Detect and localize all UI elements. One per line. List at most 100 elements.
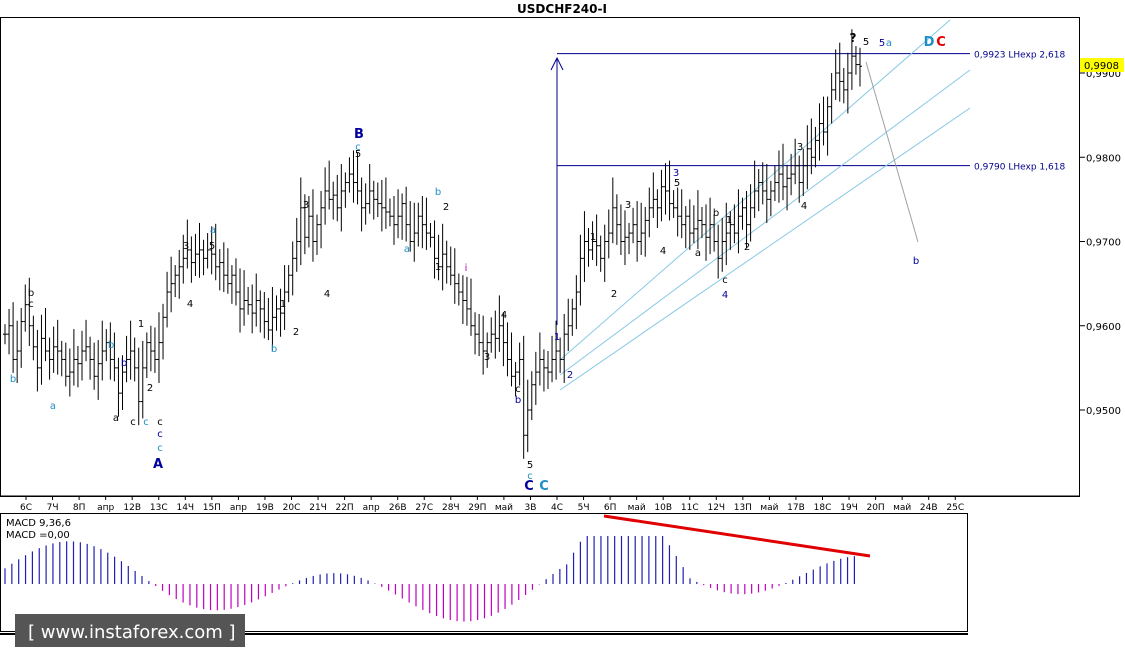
wave-label: 1	[590, 232, 596, 243]
wave-label: 5	[527, 460, 533, 471]
wave-label: c	[143, 417, 149, 428]
projection-line	[865, 61, 919, 243]
time-tick-label: 19Ч	[840, 503, 858, 513]
time-tick-label: 19В	[256, 503, 274, 513]
time-tick-label: 3В	[524, 503, 536, 513]
time-tick-label: 8П	[73, 503, 86, 513]
wave-label: a	[50, 401, 56, 412]
macd-label: MACD 9,36,6	[6, 518, 71, 529]
wave-label: 4	[722, 290, 728, 301]
wave-label: 3	[484, 352, 490, 363]
wave-label: a	[695, 248, 701, 259]
wave-label: c	[527, 471, 533, 482]
time-tick-label: 17В	[787, 503, 805, 513]
wave-label: b	[913, 256, 919, 267]
time-tick-label: 12В	[123, 503, 141, 513]
price-tick-label: 0,9800	[1086, 153, 1121, 164]
wave-label: c	[355, 142, 361, 153]
time-tick-label: 13C	[150, 503, 168, 513]
wave-label: c	[130, 417, 136, 428]
wave-label: 5	[879, 38, 885, 49]
time-tick-label: 13П	[734, 503, 752, 513]
wave-label: 2	[611, 289, 617, 300]
wave-label: 2	[147, 383, 153, 394]
wave-label: 2	[744, 242, 750, 253]
wave-label: 3	[673, 168, 679, 179]
time-tick-label: 18C	[814, 503, 832, 513]
wave-label: b	[271, 344, 277, 355]
wave-label: b	[28, 288, 34, 299]
wave-label: 1	[726, 215, 732, 226]
wave-label: 5	[355, 149, 361, 160]
wave-label: a	[113, 413, 119, 424]
chart-title: USDCHF240-I	[517, 2, 607, 16]
wave-label: b	[515, 395, 521, 406]
wave-label: 3	[797, 142, 803, 153]
time-tick-label: 28Ч	[442, 503, 460, 513]
time-tick-label: 5Ч	[578, 503, 590, 513]
wave-label: 5	[674, 178, 680, 189]
time-tick-label: 14Ч	[176, 503, 194, 513]
time-axis: 6C 7Ч 8П апр 12В 13C 14Ч 15П апр 19В 20C 21Ч 22П апр 2…	[20, 496, 964, 513]
wave-label: c	[157, 429, 163, 440]
wave-label: b	[108, 340, 114, 351]
watermark-bg	[15, 614, 245, 647]
fib-level-label: 0,9790 LНexp 1,618	[974, 163, 1065, 173]
wave-label: 2	[567, 370, 573, 381]
wave-label: 5	[863, 37, 869, 48]
wave-label: a	[404, 244, 410, 255]
wave-label: 4	[801, 201, 807, 212]
wave-label: 1	[138, 319, 144, 330]
time-tick-label: 12Ч	[707, 503, 725, 513]
fibonacci-levels: 0,9923 LНexp 2,618 0,9790 LНexp 1,618	[550, 51, 1065, 325]
price-tick-label: 0,9700	[1086, 238, 1121, 249]
price-tick-label: 0,9500	[1086, 406, 1121, 417]
time-tick-label: апр	[230, 503, 247, 513]
time-tick-label: 21Ч	[309, 503, 327, 513]
wave-label: a	[886, 38, 892, 49]
wave-label: a	[210, 225, 216, 236]
wave-label: c	[722, 275, 728, 286]
time-tick-label: апр	[97, 503, 114, 513]
time-tick-label: 6П	[604, 503, 617, 513]
arrow-head-icon	[550, 56, 564, 71]
wave-label: c	[157, 443, 163, 454]
wave-label: b	[121, 358, 127, 369]
time-tick-label: 15П	[203, 503, 221, 513]
price-bars	[3, 29, 862, 459]
time-tick-label: 24В	[920, 503, 938, 513]
wave-label: ?	[850, 31, 857, 45]
time-tick-label: 6C	[20, 503, 32, 513]
wave-label: 3	[303, 200, 309, 211]
wave-label: 2	[443, 202, 449, 213]
wave-label: 2	[293, 327, 299, 338]
wave-label: A	[153, 457, 163, 472]
wave-label: i	[465, 263, 468, 274]
time-tick-label: май	[760, 503, 778, 513]
wave-label: 4	[501, 310, 507, 321]
time-tick-label: 20C	[283, 503, 301, 513]
wave-label: c	[515, 384, 521, 395]
time-tick-label: май	[495, 503, 513, 513]
time-tick-label: май	[628, 503, 646, 513]
wave-label: 4	[187, 299, 193, 310]
watermark-text: [ www.instaforex.com ]	[28, 622, 236, 643]
wave-label: c	[28, 299, 34, 310]
channel-line	[559, 69, 971, 376]
wave-label: 4	[660, 246, 666, 257]
time-tick-label: 22П	[335, 503, 353, 513]
channel-line	[559, 107, 971, 391]
macd-histogram	[4, 514, 871, 622]
time-tick-label: 20П	[866, 503, 884, 513]
wave-label: C	[539, 479, 549, 494]
wave-label: C	[936, 35, 946, 50]
wave-label: 1	[280, 299, 286, 310]
wave-label: 3	[183, 241, 189, 252]
wave-label: b	[713, 208, 719, 219]
time-tick-label: апр	[363, 503, 380, 513]
time-tick-label: 7Ч	[47, 503, 59, 513]
wave-label: b	[10, 374, 16, 385]
wave-label: D	[924, 35, 935, 50]
